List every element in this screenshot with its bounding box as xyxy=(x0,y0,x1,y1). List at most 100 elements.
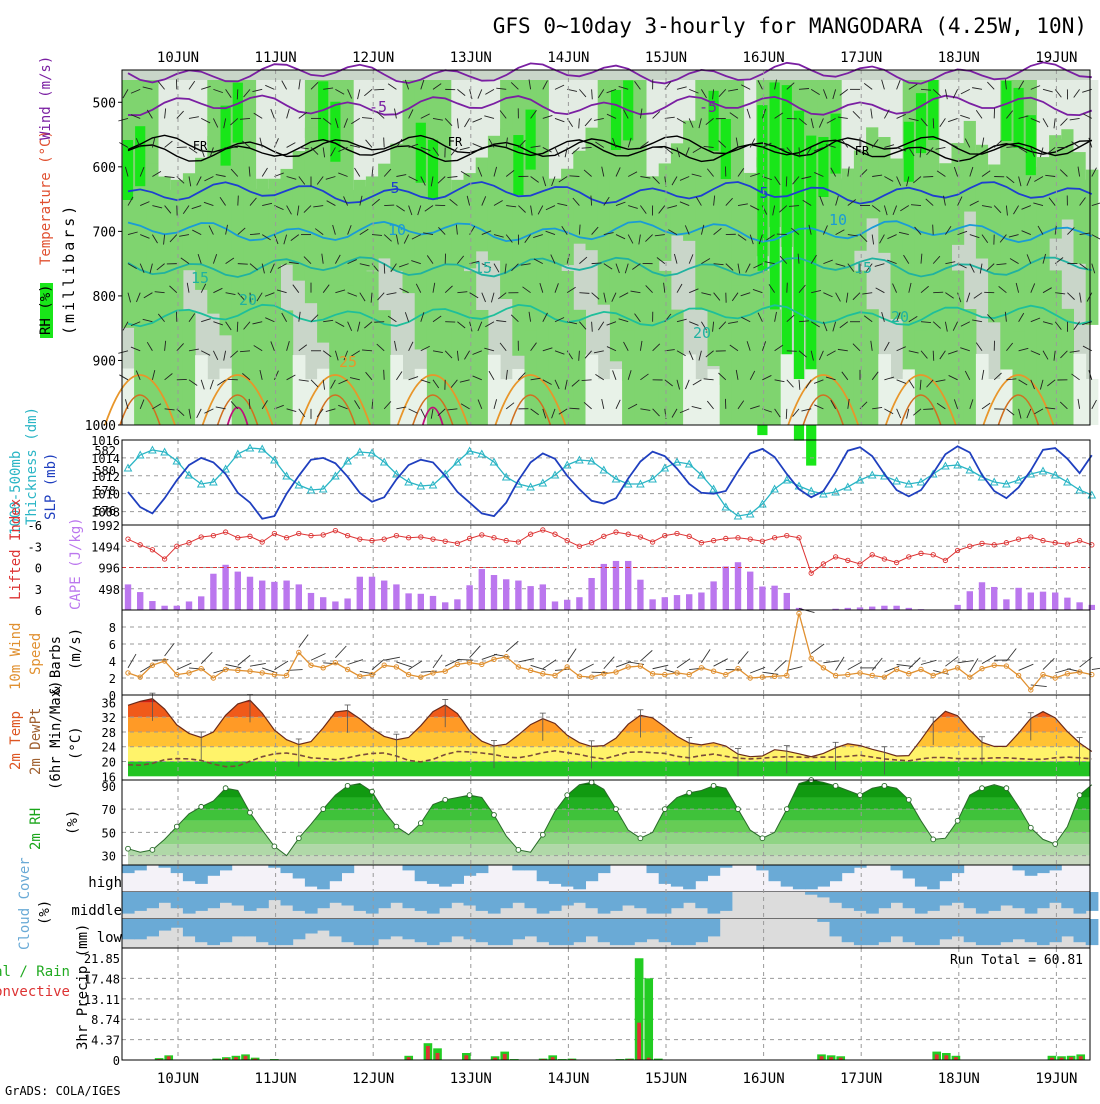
temp-tick-label: 28 xyxy=(102,726,116,740)
cloud-cell xyxy=(915,865,928,887)
contour-label: 25 xyxy=(339,353,357,371)
bottom-date-label: 12JUN xyxy=(352,1071,394,1087)
cape-bar xyxy=(271,582,277,610)
rh-band-low xyxy=(1086,379,1099,425)
precip-conv-bar xyxy=(944,1055,948,1060)
rh-band-bright xyxy=(428,140,438,200)
cloud-cell xyxy=(976,919,989,945)
cape-bar xyxy=(296,584,302,610)
cloud-cell xyxy=(573,919,586,942)
cape-bar xyxy=(662,597,668,610)
rh-band-low xyxy=(732,286,745,425)
cape-bar xyxy=(576,597,582,610)
label-temperature: Temperature (°C) xyxy=(38,130,54,265)
rh-band-low xyxy=(634,286,647,425)
cloud-cell xyxy=(122,865,135,873)
cloud-cell xyxy=(122,892,135,914)
rh-point xyxy=(882,783,887,788)
cloud-cell xyxy=(598,892,611,914)
precip-conv-bar xyxy=(935,1054,939,1060)
upper-wind-barb xyxy=(374,322,384,323)
rh-band xyxy=(671,80,684,153)
rh-band xyxy=(171,80,184,190)
rh-band-low xyxy=(744,261,757,425)
rh-point xyxy=(638,836,643,841)
temp-band xyxy=(122,762,1090,777)
cape-bar xyxy=(479,569,485,610)
cloud-cell xyxy=(159,919,172,931)
cloud-cell xyxy=(195,919,208,942)
contour-label: 5 xyxy=(390,179,399,197)
pressure-tick-label: 900 xyxy=(93,354,116,369)
precip-conv-bar xyxy=(1079,1056,1083,1060)
cape-bar xyxy=(125,584,131,610)
cloud-cell xyxy=(817,919,830,922)
cloud-cell xyxy=(671,865,684,887)
rh-band xyxy=(390,80,403,154)
cloud-cell xyxy=(171,919,184,928)
label-10m-wind: 10m Wind xyxy=(8,623,24,690)
cloud-cell xyxy=(622,919,635,945)
rh-band-low xyxy=(866,309,879,425)
cloud-cell xyxy=(1000,892,1013,906)
rh-band xyxy=(159,80,172,187)
cloud-cell xyxy=(1037,919,1050,945)
cape-bar xyxy=(369,577,375,610)
rh-point xyxy=(858,793,863,798)
rh-point xyxy=(467,793,472,798)
rh-band-low xyxy=(695,379,708,425)
cape-bar xyxy=(186,601,192,610)
cloud-cell xyxy=(403,892,416,908)
bottom-date-label: 18JUN xyxy=(938,1071,980,1087)
rh-tick-label: 30 xyxy=(102,850,116,864)
contour-label: 15 xyxy=(854,259,872,277)
rh-band xyxy=(122,844,1090,856)
cloud-cell xyxy=(610,919,623,945)
rh-band xyxy=(1074,152,1087,264)
cape-bar xyxy=(1015,588,1021,610)
rh-band xyxy=(988,165,1001,323)
rh-band-low xyxy=(671,310,684,425)
cape-bar xyxy=(649,599,655,610)
rh-band xyxy=(183,173,196,270)
temp-tick-label: 20 xyxy=(102,756,116,770)
cloud-cell xyxy=(634,919,647,942)
rh-point xyxy=(980,786,985,791)
cape-bar xyxy=(991,587,997,610)
cape-tick-label: 1992 xyxy=(91,519,120,533)
cloud-cell xyxy=(366,919,379,945)
contour-label: -5 xyxy=(369,98,387,116)
cloud-cell xyxy=(927,892,940,911)
rh-point xyxy=(784,807,789,812)
cloud-cell xyxy=(830,865,843,881)
cloud-cell xyxy=(830,919,843,936)
cape-bar xyxy=(564,600,570,610)
rh-band xyxy=(305,128,318,303)
cloud-cell xyxy=(1000,919,1013,942)
cloud-cell xyxy=(366,892,379,914)
cloud-cell xyxy=(842,892,855,908)
cape-bar xyxy=(466,585,472,610)
contour-label: FR xyxy=(855,144,870,158)
rh-point xyxy=(955,818,960,823)
cape-bar xyxy=(552,601,558,610)
bottom-date-label: 19JUN xyxy=(1035,1071,1077,1087)
cape-bar xyxy=(540,584,546,610)
rh-tick-label: 50 xyxy=(102,826,116,840)
label-cloud-middle: middle xyxy=(71,903,122,919)
cloud-cell xyxy=(695,919,708,942)
cloud-cell xyxy=(305,865,318,887)
cloud-cell xyxy=(476,892,489,911)
cape-bar xyxy=(1003,599,1009,610)
lifted-tick-label: 3 xyxy=(35,583,42,597)
label-cape: CAPE (J/kg) xyxy=(68,517,84,610)
cloud-cell xyxy=(952,892,965,903)
rh-point xyxy=(1004,786,1009,791)
rh-band-low xyxy=(403,379,416,425)
rh-band xyxy=(476,80,489,168)
cape-bar xyxy=(723,566,729,610)
upper-wind-barb xyxy=(238,264,248,265)
cloud-cell xyxy=(683,919,696,945)
